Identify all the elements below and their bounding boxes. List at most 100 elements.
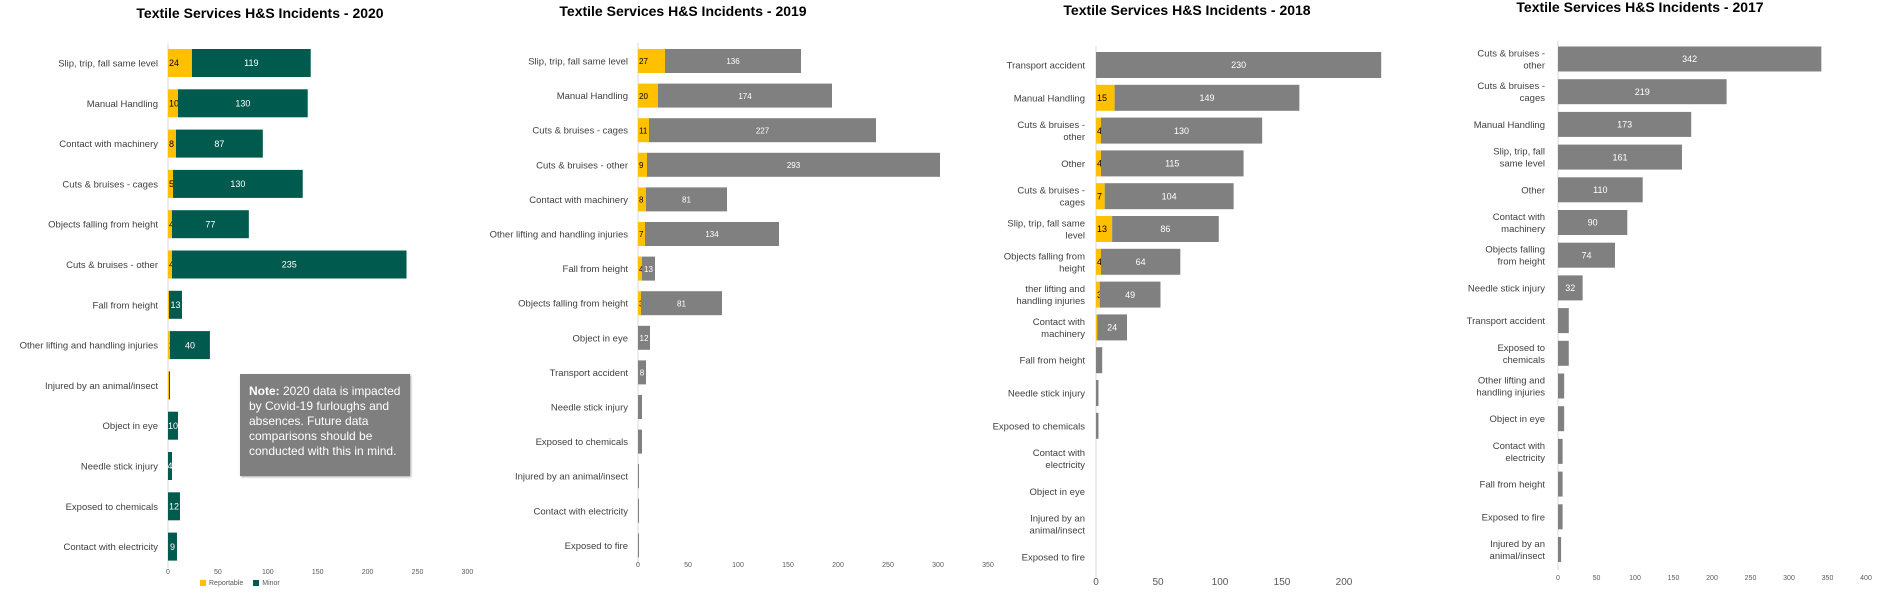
bar-value-label-c0: 24	[169, 58, 179, 68]
category-label-c2: machinery	[1041, 329, 1085, 340]
bar-total-c3	[1558, 340, 1569, 366]
note-text: 2020 data is impacted by Covid-19 furlou…	[249, 384, 401, 458]
bar-value-label-c2: 86	[1160, 224, 1170, 234]
tick-label-c0: 50	[214, 569, 222, 576]
bar-minor-c0	[168, 290, 182, 319]
tick-label-c3: 50	[1593, 575, 1601, 582]
bar-value-label-c2: 13	[1097, 224, 1107, 234]
bar-minor-c0	[168, 532, 177, 561]
category-label-c1: Cuts & bruises - other	[536, 160, 628, 171]
bar-minor-c0	[169, 331, 210, 360]
bar-minor-c2	[1100, 150, 1244, 177]
bar-reportable-c0	[168, 89, 178, 118]
bar-reportable-c0	[168, 210, 172, 239]
bar-value-label-c1: 81	[682, 196, 691, 205]
category-label-c0: Cuts & bruises - other	[66, 260, 158, 271]
bar-reportable-c0	[168, 129, 176, 158]
bar-minor-c1	[638, 498, 639, 523]
chart-title-c3: Textile Services H&S Incidents - 2017	[1516, 0, 1763, 15]
bar-value-label-c2: 149	[1199, 93, 1214, 103]
category-label-c0: Slip, trip, fall same level	[58, 59, 158, 70]
bar-minor-c2	[1099, 281, 1161, 308]
bar-value-label-c2: 7	[1097, 191, 1102, 201]
bar-value-label-c1: 9	[639, 161, 644, 170]
bar-value-label-c1: 8	[639, 196, 644, 205]
bar-value-label-c0: 9	[170, 542, 175, 552]
bar-minor-c1	[641, 291, 722, 316]
covid-note-box: Note: 2020 data is impacted by Covid-19 …	[240, 374, 410, 476]
category-label-c2: Cuts & bruises -	[1017, 186, 1085, 197]
bar-value-label-c0: 4	[169, 260, 174, 270]
bar-value-label-c2: 4	[1097, 126, 1102, 136]
tick-label-c0: 300	[462, 569, 474, 576]
category-label-c3: handling injuries	[1476, 388, 1545, 399]
category-label-c3: electricity	[1505, 453, 1545, 464]
note-label: Note:	[249, 384, 280, 398]
tick-label-c0: 250	[412, 569, 424, 576]
bar-reportable-c2	[1096, 150, 1101, 177]
bar-minor-c2	[1112, 216, 1219, 242]
bar-total-c3	[1558, 308, 1569, 334]
bar-minor-c0	[175, 129, 263, 158]
category-label-c1: Other lifting and handling injuries	[490, 230, 629, 241]
bar-total-c3	[1558, 177, 1643, 203]
bar-value-label-c0: 130	[235, 99, 250, 109]
category-label-c0: Cuts & bruises - cages	[62, 179, 158, 190]
bar-reportable-c2	[1096, 117, 1101, 144]
tick-label-c1: 350	[982, 562, 994, 569]
category-label-c2: Injured by an	[1030, 514, 1085, 525]
category-label-c2: Transport accident	[1007, 61, 1086, 72]
bar-value-label-c2: 115	[1165, 159, 1179, 169]
category-label-c3: cages	[1520, 93, 1546, 104]
bar-value-label-c2: 24	[1107, 323, 1117, 333]
bar-value-label-c2: 3	[1097, 290, 1102, 300]
bar-minor-c2	[1100, 117, 1263, 144]
bar-minor-c1	[646, 187, 727, 212]
bar-total-c3	[1558, 438, 1563, 464]
bar-minor-c0	[168, 492, 180, 521]
bar-minor-c2	[1100, 248, 1181, 275]
bar-minor-c2	[1096, 52, 1382, 78]
bar-reportable-c1	[638, 187, 646, 212]
tick-label-c3: 0	[1556, 575, 1560, 582]
bar-minor-c2	[1114, 84, 1300, 111]
bar-reportable-c1	[638, 222, 645, 246]
category-label-c3: Exposed to fire	[1482, 512, 1545, 523]
category-label-c1: Manual Handling	[557, 91, 628, 102]
bar-minor-c1	[638, 325, 650, 350]
bar-total-c3	[1558, 406, 1565, 432]
tick-label-c3: 350	[1822, 575, 1834, 582]
bar-total-c3	[1558, 537, 1562, 562]
category-label-c1: Contact with machinery	[529, 195, 628, 206]
category-label-c2: Slip, trip, fall same	[1007, 219, 1085, 230]
category-label-c0: Contact with machinery	[59, 139, 158, 150]
category-label-c2: Cuts & bruises -	[1017, 120, 1085, 131]
tick-label-c2: 150	[1274, 577, 1291, 588]
chart-title-c2: Textile Services H&S Incidents - 2018	[1063, 2, 1310, 18]
bar-value-label-c0: 40	[185, 340, 195, 350]
bar-value-label-c1: 81	[677, 299, 686, 308]
bar-minor-c2	[1104, 183, 1234, 210]
bar-total-c3	[1558, 210, 1628, 235]
bar-value-label-c0: 8	[169, 139, 174, 149]
bar-minor-c0	[168, 411, 178, 440]
category-label-c0: Exposed to chemicals	[66, 502, 159, 513]
bar-total-c3	[1558, 504, 1563, 530]
bar-value-label-c0: 10	[168, 421, 178, 431]
bar-total-c3	[1558, 242, 1615, 268]
bar-value-label-c3: 173	[1617, 120, 1632, 130]
bar-minor-c0	[168, 371, 170, 400]
legend-label-reportable: Reportable	[209, 580, 244, 587]
bar-value-label-c1: 12	[640, 334, 649, 343]
category-label-c3: Object in eye	[1490, 414, 1545, 425]
category-label-c1: Contact with electricity	[533, 506, 628, 517]
bar-reportable-c0	[168, 49, 192, 77]
category-label-c3: Transport accident	[1467, 316, 1546, 327]
bar-value-label-c2: 64	[1136, 257, 1146, 267]
bar-value-label-c1: 11	[639, 126, 648, 135]
bar-value-label-c3: 342	[1682, 54, 1697, 64]
bar-reportable-c0	[168, 290, 169, 319]
legend-swatch-reportable	[200, 580, 206, 587]
bar-value-label-c2: 230	[1231, 60, 1246, 70]
category-label-c2: level	[1065, 231, 1085, 242]
